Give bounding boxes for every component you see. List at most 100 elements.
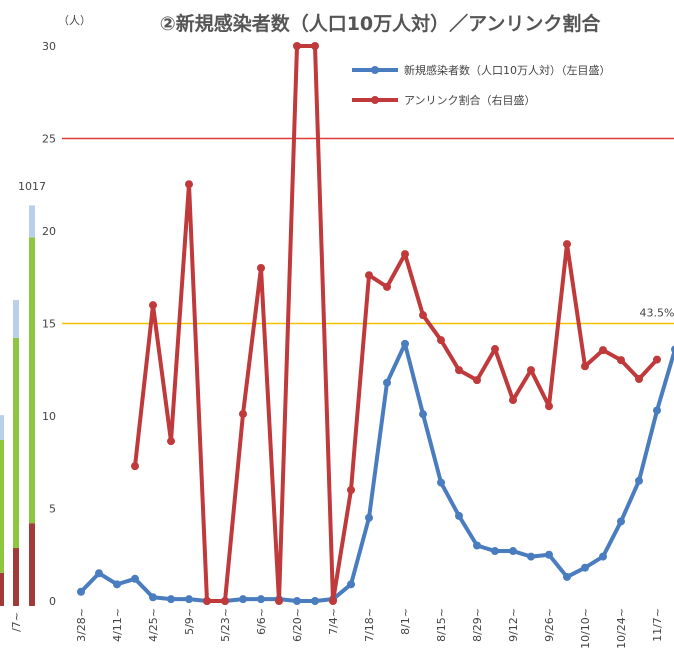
legend-label: 新規感染者数（人口10万人対）（左目盛） [404, 63, 611, 77]
data-point [311, 42, 319, 50]
x-tick-label: 10/24~ [615, 608, 628, 649]
data-point [419, 410, 427, 419]
x-tick-label: 8/1~ [399, 608, 412, 635]
data-point [311, 597, 319, 605]
data-point [491, 345, 499, 354]
data-point [527, 552, 535, 561]
x-tick-label: 6/20~ [291, 608, 304, 642]
data-point [419, 311, 427, 320]
x-tick-label: 10/10~ [579, 608, 592, 649]
legend-label: アンリンク割合（右目盛） [404, 93, 536, 107]
data-point [221, 597, 229, 605]
data-point [167, 595, 175, 604]
bar-segment [29, 205, 35, 238]
data-point [581, 563, 589, 572]
data-point [149, 593, 157, 602]
data-point [455, 511, 463, 520]
data-point [329, 597, 337, 605]
data-point [563, 572, 571, 581]
data-point [167, 437, 175, 446]
data-point [347, 486, 355, 494]
data-point [545, 550, 553, 559]
x-tick-label: 9/12~ [507, 608, 520, 642]
x-tick-label: 4/11~ [111, 608, 124, 642]
data-label: 43.5% [640, 307, 674, 320]
bar-segment [0, 572, 4, 606]
data-point [77, 587, 85, 596]
x-tick-label: /7~ [10, 612, 23, 632]
data-point [527, 366, 535, 375]
bar-segment [29, 523, 35, 606]
data-point [671, 345, 674, 354]
bar-segment [13, 337, 19, 549]
data-point [239, 595, 247, 604]
data-point [95, 569, 103, 578]
y-tick-label: 30 [42, 40, 56, 53]
data-point [275, 597, 283, 605]
y-tick-label: 5 [49, 503, 56, 516]
data-point [401, 250, 409, 259]
bar-segment [0, 440, 4, 573]
data-point [149, 301, 157, 310]
data-point [257, 264, 265, 272]
data-point [437, 478, 445, 487]
data-point [437, 336, 445, 345]
x-tick-label: 7/4~ [327, 608, 340, 635]
data-point [293, 597, 301, 605]
legend-marker [371, 66, 379, 74]
data-point [455, 366, 463, 375]
data-point [347, 580, 355, 589]
y-tick-label: 0 [49, 595, 56, 608]
data-point [653, 355, 661, 364]
data-point [491, 547, 499, 556]
y-tick-label: 25 [42, 133, 56, 146]
data-point [293, 42, 301, 50]
chart-title: ②新規感染者数（人口10万人対）／アンリンク割合 [160, 12, 602, 35]
data-point [563, 240, 571, 249]
data-point [239, 409, 247, 418]
x-tick-label: 5/9~ [183, 608, 196, 635]
data-point [185, 595, 193, 604]
x-tick-label: 4/25~ [147, 608, 160, 642]
data-point [401, 339, 409, 348]
data-point [653, 406, 661, 415]
data-point [509, 396, 517, 405]
x-tick-label: 8/15~ [435, 608, 448, 642]
data-point [131, 574, 139, 583]
data-point [635, 375, 643, 383]
data-point [473, 541, 481, 550]
data-point [131, 462, 139, 471]
data-point [635, 476, 643, 485]
data-point [617, 517, 625, 526]
data-point [203, 597, 211, 605]
data-point [365, 271, 373, 280]
x-tick-label: 9/26~ [543, 608, 556, 642]
bar-segment [13, 300, 19, 338]
data-point [509, 547, 517, 556]
data-point [545, 402, 553, 411]
data-point [383, 378, 391, 387]
x-tick-label: 11/7~ [651, 608, 664, 642]
data-point [113, 580, 121, 589]
y-tick-label: 15 [42, 318, 56, 331]
bar-segment [13, 548, 19, 606]
x-tick-label: 8/29~ [471, 608, 484, 642]
data-point [185, 180, 193, 189]
x-tick-label: 5/23~ [219, 608, 232, 642]
x-tick-label: 3/28~ [75, 608, 88, 642]
data-point [581, 362, 589, 371]
data-point [617, 356, 625, 365]
y-unit: （人） [58, 14, 91, 27]
x-tick-label: 6/6~ [255, 608, 268, 635]
data-point [599, 552, 607, 561]
legend-marker [371, 96, 379, 104]
data-point [365, 513, 373, 522]
x-tick-label: 7/18~ [363, 608, 376, 642]
series-line [79, 341, 674, 603]
data-point [473, 376, 481, 385]
data-point [257, 595, 265, 604]
data-point [599, 346, 607, 355]
bar-segment [29, 237, 35, 524]
annotation: 1017 [18, 180, 46, 193]
